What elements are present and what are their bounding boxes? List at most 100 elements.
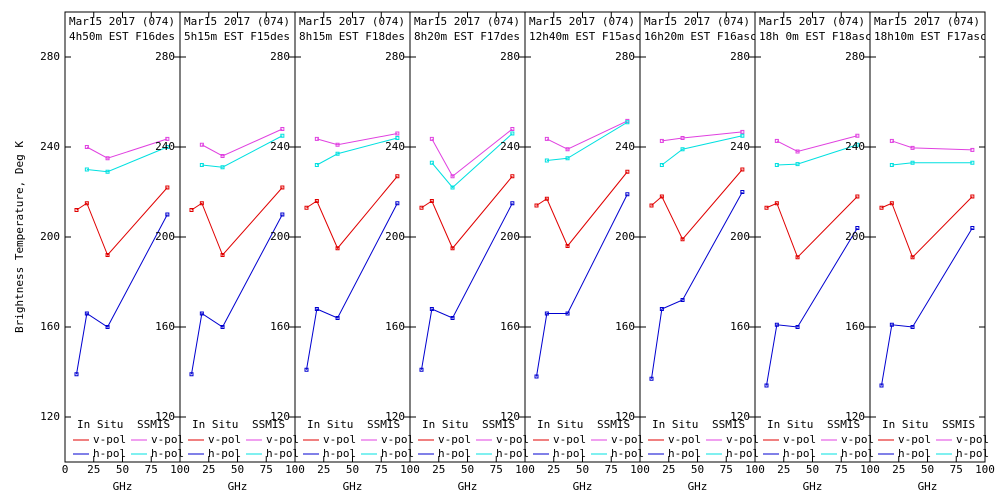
panel-header: Mar15 2017 (074) 16h20m EST F16asc <box>644 15 755 43</box>
legend-label: h-pol <box>553 447 586 460</box>
legend-title: SSMIS <box>942 418 975 431</box>
y-tick-label: 280 <box>155 50 175 63</box>
y-tick-label: 240 <box>500 140 520 153</box>
data-point <box>199 201 204 206</box>
data-point <box>565 147 570 152</box>
panel-title: Mar15 2017 (074) <box>299 15 405 28</box>
data-point <box>220 165 225 170</box>
data-point <box>649 376 654 381</box>
data-line <box>306 175 398 250</box>
panel: Mar15 2017 (074) 16h20m EST F16asc In Situ… <box>639 11 759 463</box>
y-tick-label: 160 <box>270 320 290 333</box>
data-point <box>220 154 225 158</box>
data-point <box>304 367 309 372</box>
data-line <box>86 146 168 173</box>
legend-label: v-pol <box>381 433 414 446</box>
data-point <box>910 160 915 165</box>
x-tick-label: 100 <box>285 463 305 476</box>
data-point <box>395 131 400 136</box>
y-tick-label: 120 <box>270 410 290 423</box>
data-point <box>795 149 800 154</box>
data-point <box>189 208 194 212</box>
data-line <box>881 196 973 259</box>
data-point <box>659 194 664 199</box>
data-line <box>201 128 283 157</box>
legend-label: h-pol <box>898 447 931 460</box>
x-tick-label: 100 <box>975 463 995 476</box>
data-point <box>879 205 884 210</box>
data-point <box>314 199 319 203</box>
x-tick-label: 25 <box>432 463 445 476</box>
data-point <box>680 237 685 242</box>
legend-title: In Situ <box>422 418 468 431</box>
legend-label: h-pol <box>726 447 759 460</box>
panel-header: Mar15 2017 (074) 5h15m EST F15des <box>184 15 290 43</box>
data-point <box>565 311 570 316</box>
x-tick-label: 50 <box>921 463 934 476</box>
y-tick-label: 160 <box>40 320 60 333</box>
data-line <box>431 133 513 189</box>
legend-label: v-pol <box>151 433 184 446</box>
y-tick-label: 240 <box>615 140 635 153</box>
panel-subtitle: 12h40m EST F15asc <box>529 30 642 43</box>
legend-title: SSMIS <box>597 418 630 431</box>
panel-subtitle: 5h15m EST F15des <box>184 30 290 43</box>
x-tick-label: 100 <box>170 463 190 476</box>
data-point <box>429 307 434 311</box>
data-point <box>429 199 434 203</box>
x-tick-label: 75 <box>835 463 848 476</box>
data-point <box>910 255 915 260</box>
data-line <box>191 187 283 256</box>
panel-subtitle: 18h 0m EST F18asc <box>759 30 872 43</box>
data-point <box>544 311 549 316</box>
x-tick-label: 75 <box>145 463 158 476</box>
y-tick-label: 160 <box>730 320 750 333</box>
data-point <box>450 185 455 190</box>
panel: Mar15 2017 (074) 18h 0m EST F18asc In Situ… <box>754 11 874 463</box>
data-line <box>651 191 743 379</box>
data-point <box>419 367 424 372</box>
legend-title: In Situ <box>537 418 583 431</box>
legend-title: SSMIS <box>712 418 745 431</box>
legend-label: h-pol <box>381 447 414 460</box>
y-tick-label: 240 <box>155 140 175 153</box>
y-tick-label: 160 <box>385 320 405 333</box>
data-point <box>764 205 769 210</box>
legend-title: In Situ <box>307 418 353 431</box>
data-point <box>395 174 400 179</box>
legend-title: In Situ <box>652 418 698 431</box>
data-point <box>659 307 664 311</box>
data-line <box>316 133 398 146</box>
x-tick-label: 50 <box>576 463 589 476</box>
legend-label: v-pol <box>611 433 644 446</box>
data-point <box>764 383 769 388</box>
legend-label: v-pol <box>553 433 586 446</box>
data-line <box>661 131 743 142</box>
x-tick-label: 75 <box>720 463 733 476</box>
y-tick-label: 240 <box>270 140 290 153</box>
legend-label: h-pol <box>438 447 471 460</box>
x-tick-label: 50 <box>691 463 704 476</box>
legend-title: In Situ <box>77 418 123 431</box>
data-point <box>910 325 915 329</box>
data-point <box>855 194 860 199</box>
legend-label: v-pol <box>841 433 874 446</box>
y-tick-label: 120 <box>40 410 60 423</box>
data-line <box>536 194 628 377</box>
legend-title: SSMIS <box>482 418 515 431</box>
data-line <box>76 214 168 375</box>
data-point <box>510 174 515 179</box>
x-tick-label: 50 <box>116 463 129 476</box>
panel-subtitle: 8h15m EST F18des <box>299 30 405 43</box>
panel-header: Mar15 2017 (074) 4h50m EST F16des <box>69 15 175 43</box>
panel-title: Mar15 2017 (074) <box>529 15 635 28</box>
legend-label: v-pol <box>208 433 241 446</box>
y-axis-label: Brightness Temperature, Deg K <box>13 141 26 333</box>
x-tick-label: 50 <box>461 463 474 476</box>
x-axis-label: GHz <box>573 480 593 493</box>
y-tick-label: 200 <box>615 230 635 243</box>
data-point <box>280 133 285 138</box>
data-point <box>395 136 400 140</box>
y-tick-label: 240 <box>730 140 750 153</box>
